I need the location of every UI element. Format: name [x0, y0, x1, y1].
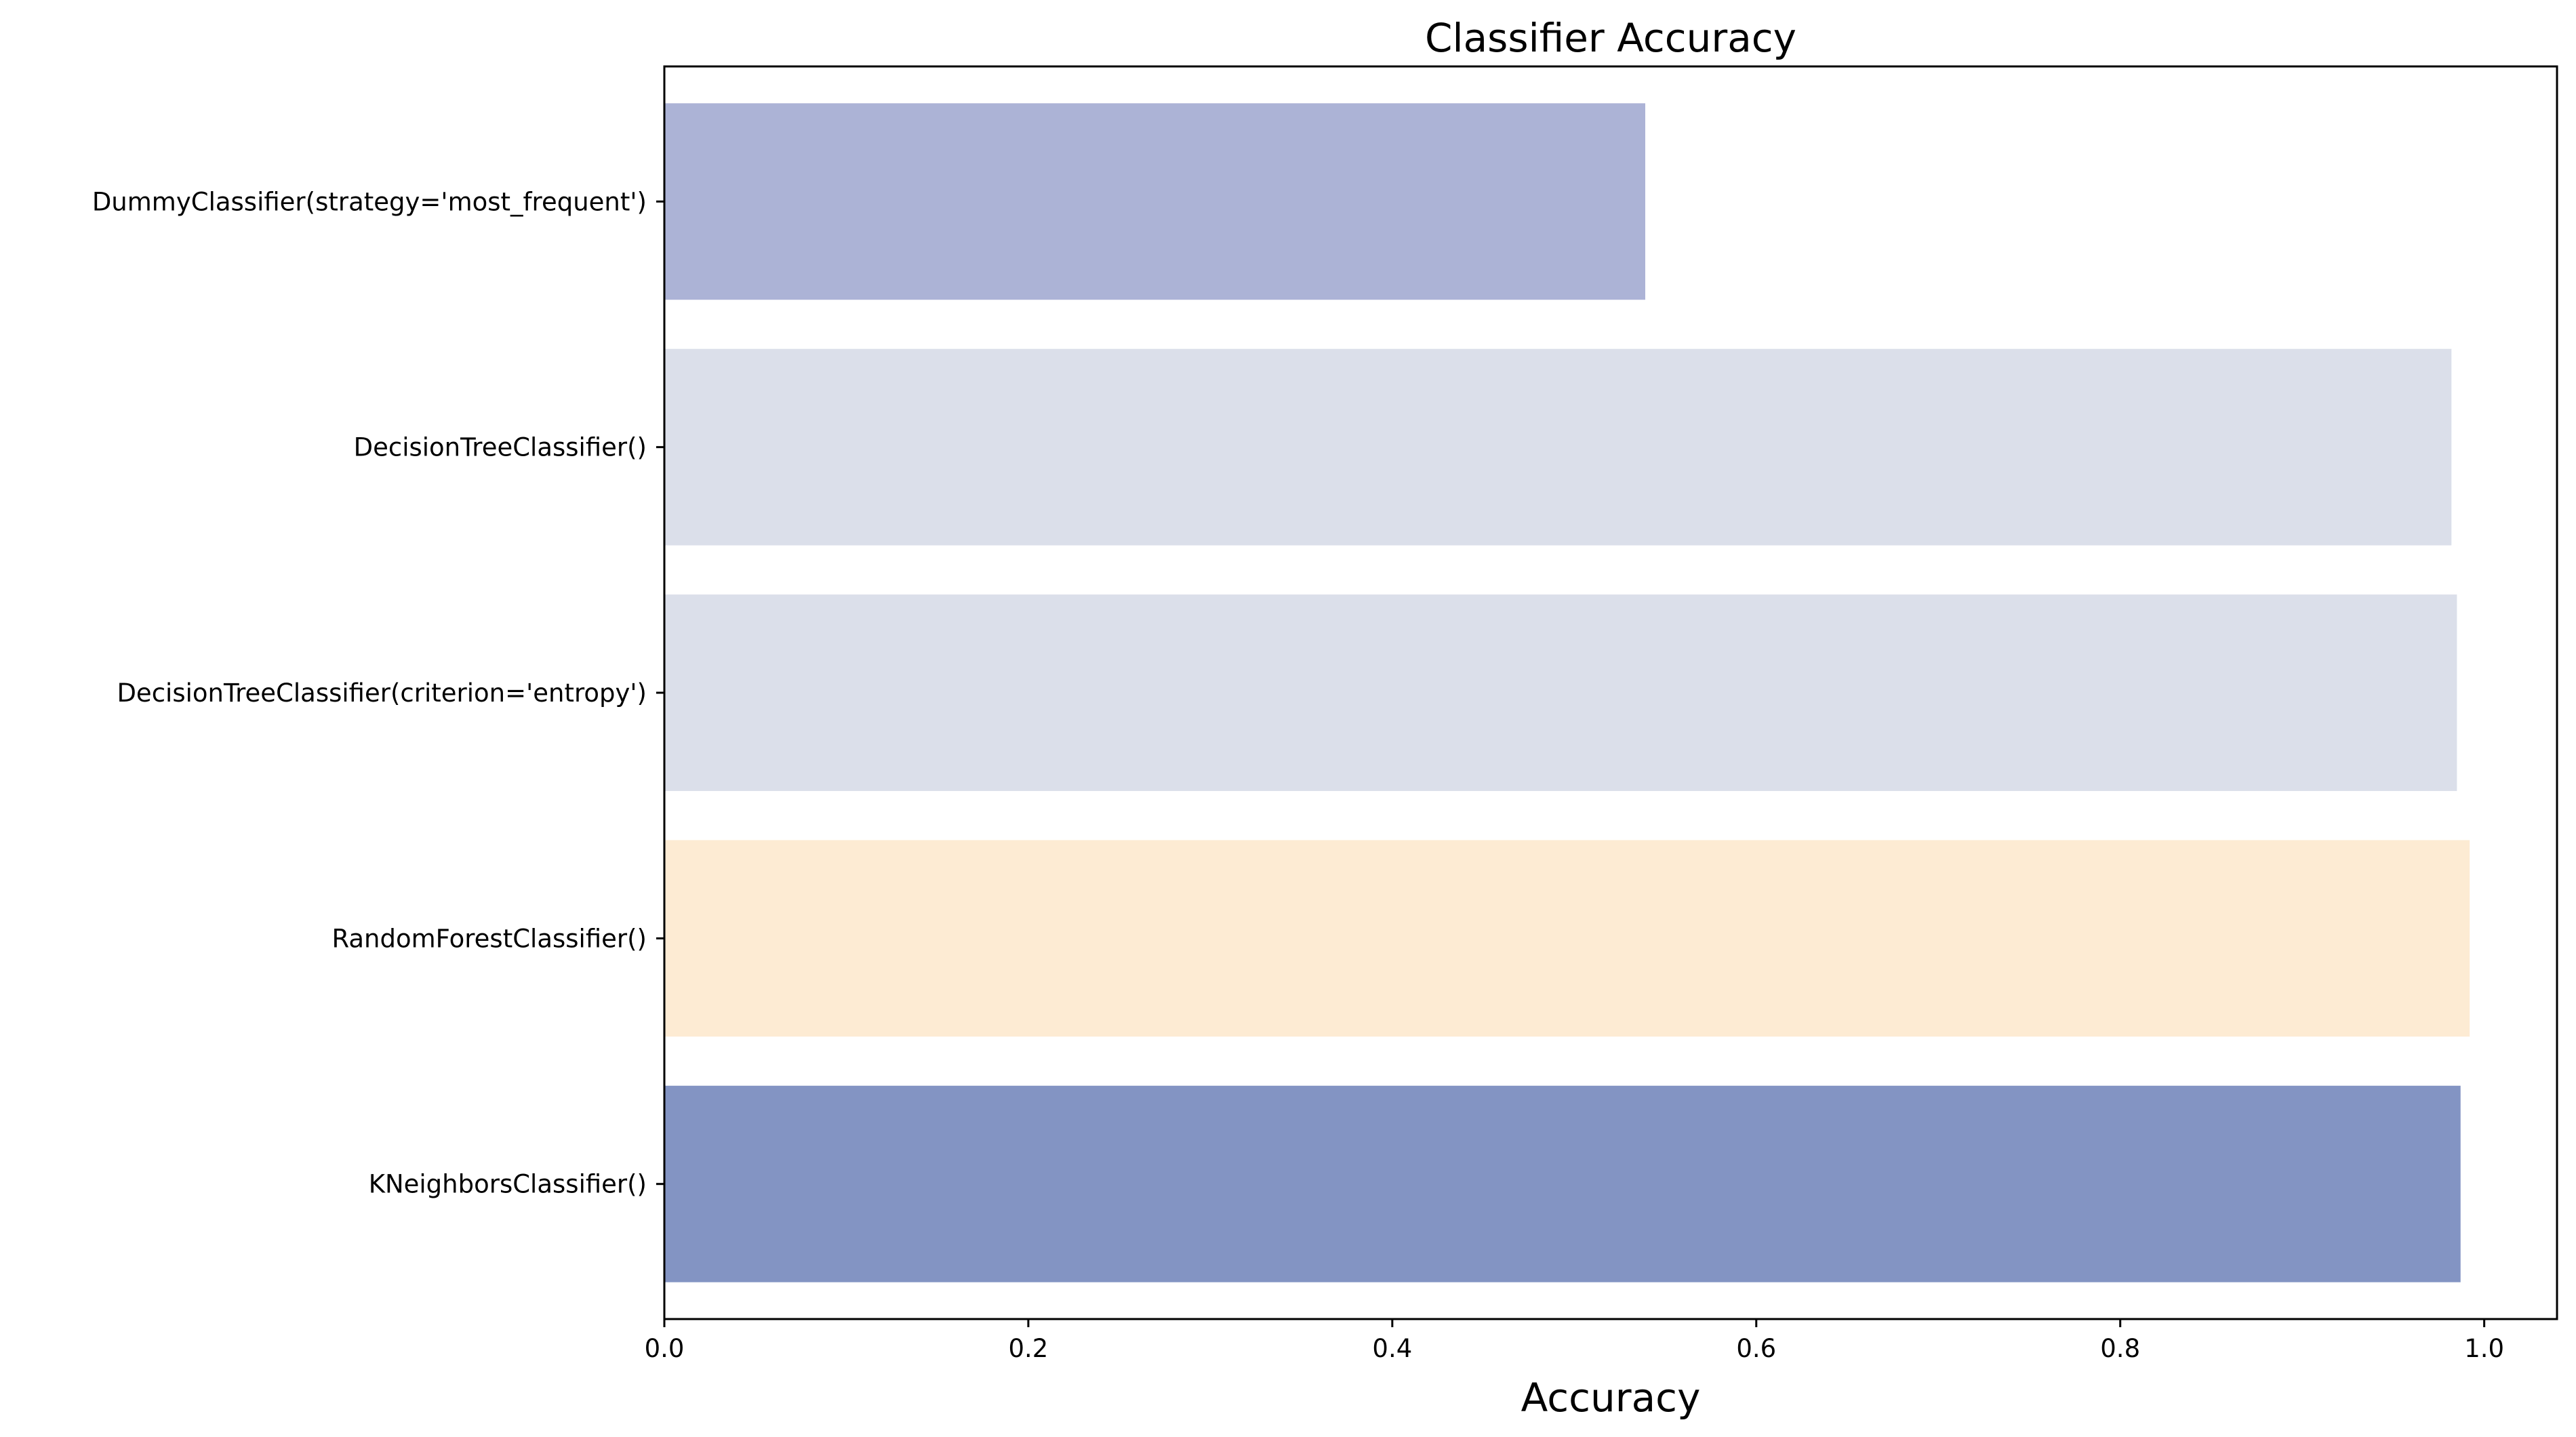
bars-group: [664, 103, 2470, 1282]
bar-4: [664, 1085, 2461, 1282]
x-tick-label-1: 0.2: [1009, 1334, 1049, 1363]
chart-title: Classifier Accuracy: [1425, 15, 1796, 61]
y-tick-label-1: DecisionTreeClassifier(): [354, 433, 647, 462]
bar-1: [664, 348, 2452, 546]
x-axis-ticks: 0.0 0.2 0.4 0.6 0.8 1.0: [645, 1319, 2504, 1363]
y-tick-label-3: RandomForestClassifier(): [331, 924, 647, 953]
y-tick-label-4: KNeighborsClassifier(): [369, 1170, 647, 1199]
bar-2: [664, 594, 2457, 791]
y-tick-label-2: DecisionTreeClassifier(criterion='entrop…: [117, 679, 647, 708]
x-tick-label-0: 0.0: [645, 1334, 685, 1363]
bar-0: [664, 103, 1646, 300]
y-axis-ticks: DummyClassifier(strategy='most_frequent'…: [92, 187, 664, 1199]
x-tick-label-2: 0.4: [1372, 1334, 1412, 1363]
x-tick-label-5: 1.0: [2464, 1334, 2504, 1363]
x-axis-label: Accuracy: [1521, 1375, 1701, 1421]
x-tick-label-3: 0.6: [1736, 1334, 1776, 1363]
y-tick-label-0: DummyClassifier(strategy='most_frequent'…: [92, 187, 647, 216]
x-tick-label-4: 0.8: [2100, 1334, 2140, 1363]
bar-3: [664, 840, 2470, 1037]
